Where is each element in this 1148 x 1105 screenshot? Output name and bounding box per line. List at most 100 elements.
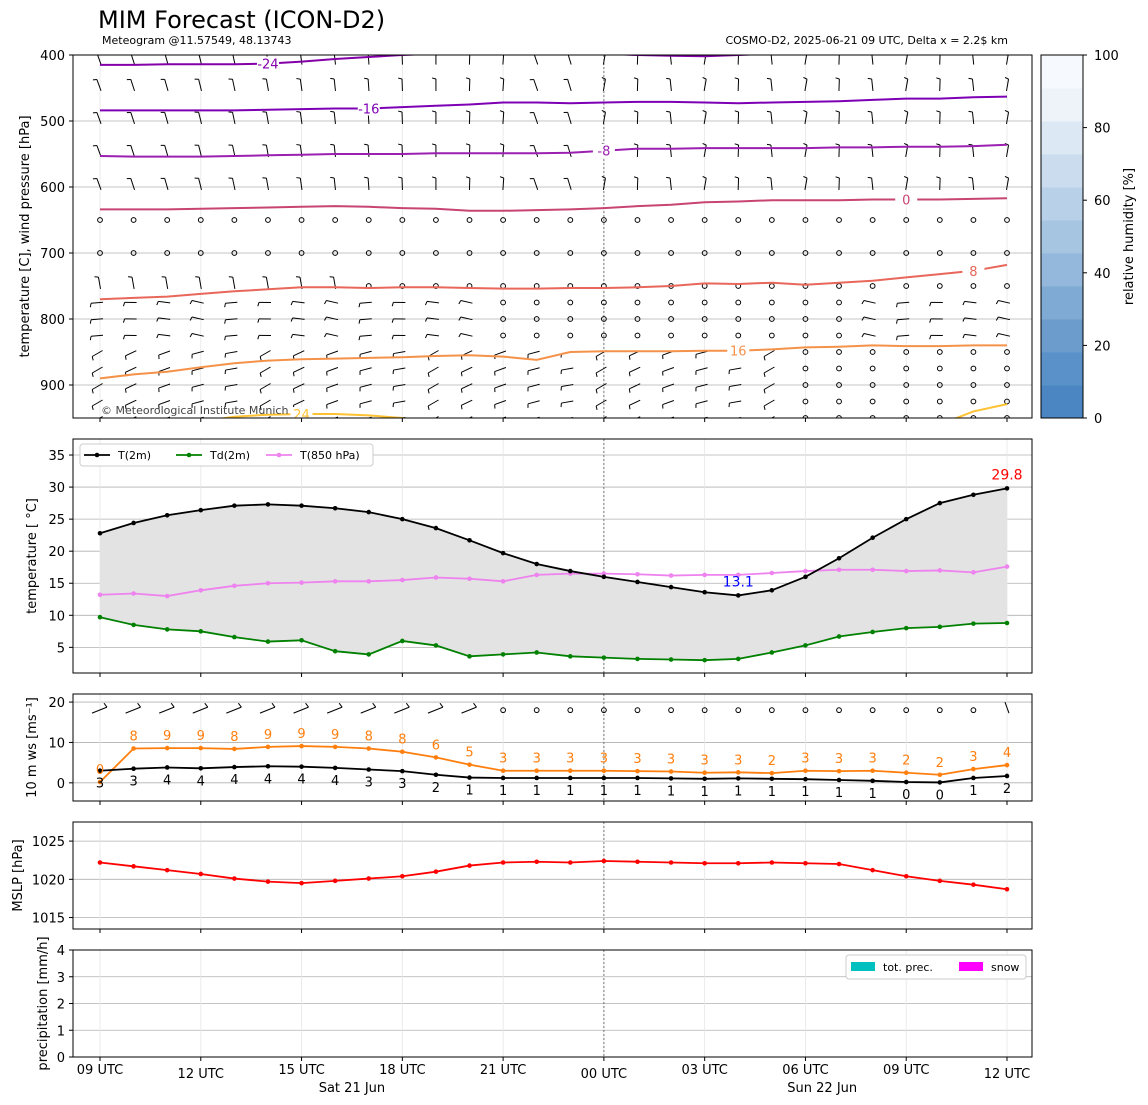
- wind-barb: [131, 277, 135, 290]
- data-point: [232, 746, 237, 752]
- wind-barb-flag: [766, 77, 771, 80]
- isotherm--8: [99, 143, 1008, 158]
- calm-wind-marker: [735, 299, 742, 306]
- wind-barb-flag: [835, 110, 840, 113]
- wind-barb: [191, 299, 204, 304]
- wind-barb: [232, 145, 236, 158]
- wind-barb-flag: [330, 176, 335, 179]
- wind-gust-label: 3: [969, 750, 977, 765]
- data-point: [534, 561, 540, 567]
- wind-barb: [770, 111, 773, 125]
- calm-wind-marker: [903, 250, 910, 256]
- wind-barb: [998, 332, 1011, 337]
- wind-barb-flag: [968, 176, 973, 179]
- data-point: [971, 570, 976, 575]
- calm-wind-marker: [903, 365, 910, 372]
- calm-wind-marker: [970, 707, 977, 714]
- data-point: [635, 656, 640, 662]
- wind-barb-flag: [499, 110, 504, 113]
- wind-barb-flag: [461, 422, 462, 426]
- wind-barb-flag: [734, 77, 739, 80]
- pressure-tick-label: 600: [40, 181, 65, 196]
- wind-barb-flag: [398, 52, 402, 53]
- calm-wind-marker: [869, 283, 876, 289]
- data-point: [635, 775, 640, 781]
- calm-wind-marker: [1004, 217, 1010, 223]
- series-line-gust(10m): [99, 745, 1008, 783]
- calm-wind-marker: [1004, 398, 1010, 405]
- wind-barb: [770, 144, 773, 158]
- wind-barb: [164, 79, 169, 92]
- wind-barb: [90, 301, 104, 304]
- data-point: [433, 869, 439, 874]
- data-point: [836, 768, 842, 774]
- wind-barb: [97, 277, 102, 290]
- calm-wind-marker: [97, 250, 103, 256]
- wind-gust-label: 2: [902, 754, 910, 769]
- wind-barb: [905, 112, 909, 125]
- colorbar-tick-label: 0: [1094, 412, 1102, 427]
- wind-barb-flag: [391, 302, 394, 307]
- data-point: [803, 860, 808, 866]
- calm-wind-marker: [567, 299, 574, 306]
- wind-barb: [293, 350, 305, 357]
- wind-barb-flag: [734, 143, 739, 146]
- wind-barb: [426, 333, 439, 337]
- wind-barb-flag: [596, 423, 597, 427]
- wind-barb-flag: [1005, 51, 1009, 53]
- wind-barb: [502, 111, 505, 125]
- wind-barb-flag: [936, 77, 941, 80]
- data-point: [971, 492, 976, 498]
- calm-wind-marker: [634, 316, 641, 322]
- wind-barb-flag: [427, 405, 430, 410]
- wind-barb-flag: [330, 52, 334, 53]
- data-point: [567, 860, 573, 865]
- calm-wind-marker: [936, 707, 943, 714]
- wind-barb: [198, 178, 202, 191]
- wind-frame: [72, 693, 1033, 802]
- wind-barb: [460, 299, 473, 304]
- wind-barb-flag: [424, 301, 428, 306]
- wind-gust-label: 3: [566, 752, 574, 767]
- data-point: [265, 639, 271, 644]
- wind-speed-label: 1: [499, 784, 507, 799]
- calm-wind-marker: [802, 349, 809, 355]
- isotherm-label-bg: [256, 56, 279, 71]
- model-run-info: COSMO-D2, 2025-06-21 09 UTC, Delta x = 2…: [725, 34, 1008, 47]
- isotherm-0: [100, 197, 1008, 212]
- wind-barb-flag: [836, 51, 840, 52]
- calm-wind-marker: [500, 299, 507, 306]
- data-point: [299, 764, 304, 769]
- wind-barb: [125, 383, 137, 390]
- wind-barb-flag: [91, 372, 94, 377]
- wind-barb-flag: [1004, 109, 1009, 113]
- wind-barb: [96, 112, 102, 124]
- wind-barb: [426, 317, 439, 320]
- wind-barb-flag: [903, 109, 909, 113]
- wind-barb: [360, 706, 376, 714]
- mslp-ylabel: MSLP [hPa]: [11, 839, 26, 911]
- wind-barb: [259, 706, 276, 714]
- data-point: [971, 766, 976, 772]
- calm-wind-marker: [365, 250, 372, 256]
- data-point: [971, 621, 976, 626]
- data-point: [400, 749, 405, 755]
- wind-barb-flag: [427, 389, 430, 394]
- wind-barb: [326, 383, 339, 389]
- wind-barb: [905, 55, 908, 65]
- wind-barb: [502, 78, 505, 92]
- data-point: [265, 744, 271, 750]
- isotherm--24: [100, 55, 765, 66]
- wind-barb: [91, 706, 108, 714]
- calm-wind-marker: [634, 299, 641, 306]
- wind-barb: [629, 366, 641, 373]
- series-line-T(2m): [99, 487, 1008, 597]
- wind-barb-flag: [431, 77, 437, 80]
- legend-label: Td(2m): [209, 449, 250, 462]
- wind-barb-flag: [324, 333, 327, 338]
- data-point: [668, 584, 674, 590]
- data-point: [332, 648, 338, 654]
- calm-wind-marker: [903, 707, 910, 714]
- wind-barb: [770, 78, 773, 92]
- humidity-colorbar-bin: [1041, 286, 1083, 320]
